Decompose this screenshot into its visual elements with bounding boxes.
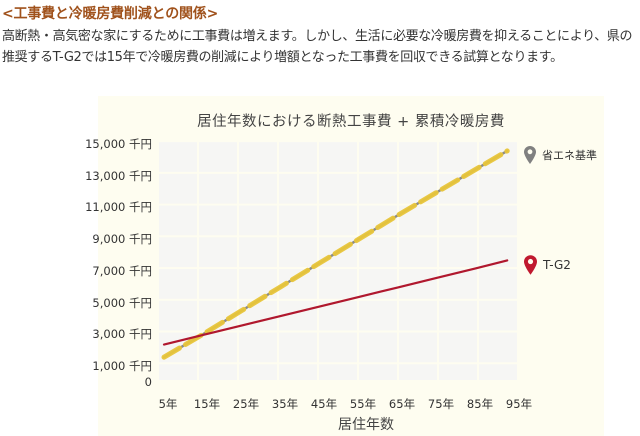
description-paragraph: 高断熱・高気密な家にするために工事費は増えます。しかし、生活に必要な冷暖房費を抑… (2, 29, 633, 65)
x-tick-label: 95年 (505, 397, 533, 411)
x-axis-label: 居住年数 (338, 417, 394, 433)
x-tick-label: 25年 (232, 397, 260, 411)
y-tick-label: 13,000 千円 (85, 168, 152, 183)
legend-item-standard: 省エネ基準 (524, 146, 597, 164)
chart-plot-area (159, 142, 517, 380)
x-tick-label: 45年 (310, 397, 338, 411)
x-tick-label: 85年 (466, 397, 494, 411)
y-tick-label: 11,000 千円 (85, 200, 152, 215)
chart-title: 居住年数における断熱工事費 + 累積冷暖房費 (197, 114, 505, 130)
y-tick-label: 7,000 千円 (92, 263, 152, 278)
y-tick-label: 1,000 千円 (92, 359, 152, 374)
y-tick-label: 15,000 千円 (85, 137, 152, 151)
y-tick-label: 5,000 千円 (92, 295, 152, 310)
map-pin-icon (524, 146, 536, 164)
x-tick-label: 15年 (193, 397, 221, 411)
x-tick-label: 5年 (158, 397, 178, 411)
x-tick-label: 65年 (388, 397, 416, 411)
section-heading: <工事費と冷暖房費削減との関係> (2, 6, 219, 22)
chart-card: 居住年数における断熱工事費 + 累積冷暖房費 15,000 千円 13,000 千… (85, 96, 604, 436)
y-tick-label: 3,000 千円 (92, 327, 152, 342)
x-tick-label: 75年 (427, 397, 455, 411)
x-tick-label: 35年 (271, 397, 299, 411)
series-line-standard (161, 148, 510, 360)
x-tick-label: 55年 (349, 397, 377, 411)
legend-label: 省エネ基準 (542, 149, 597, 162)
y-tick-label: 9,000 千円 (92, 232, 152, 247)
y-tick-label: 0 (144, 375, 152, 389)
series-line-tg2 (162, 259, 509, 346)
legend-label: T-G2 (543, 258, 571, 272)
map-pin-icon (524, 255, 537, 275)
legend-item-tg2: T-G2 (524, 255, 571, 275)
